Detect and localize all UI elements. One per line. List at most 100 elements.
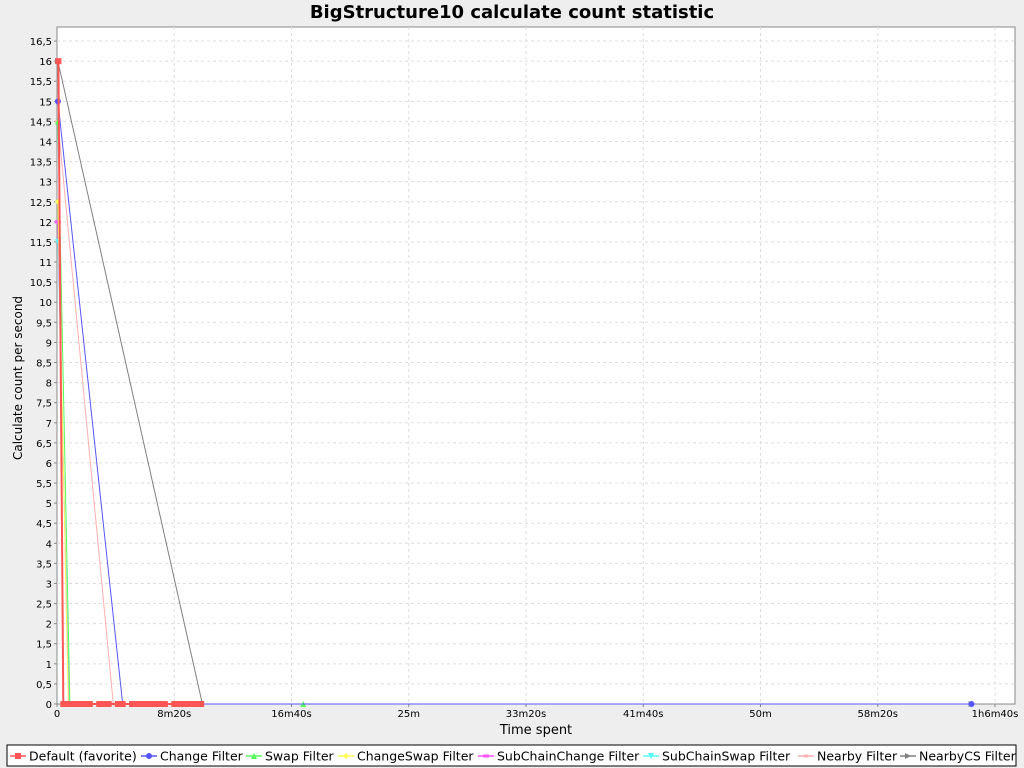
data-point bbox=[100, 701, 107, 707]
y-tick-label: 6 bbox=[46, 459, 52, 470]
y-tick-label: 13,5 bbox=[30, 158, 52, 169]
legend-swatch-marker bbox=[343, 753, 349, 759]
legend-item: NearbyCS Filter bbox=[900, 749, 1017, 764]
data-point bbox=[161, 701, 168, 707]
legend-item: SubChainSwap Filter bbox=[643, 749, 791, 764]
y-tick-label: 8 bbox=[46, 379, 52, 390]
legend-swatch-marker bbox=[905, 753, 911, 759]
y-tick-label: 9,5 bbox=[36, 318, 52, 329]
y-tick-label: 1 bbox=[46, 660, 52, 671]
legend-swatch-marker bbox=[15, 753, 21, 759]
series-lines bbox=[54, 58, 975, 707]
y-tick-label: 12,5 bbox=[30, 198, 52, 209]
data-point bbox=[55, 58, 62, 65]
data-point bbox=[968, 701, 975, 707]
y-tick-label: 5,5 bbox=[36, 479, 52, 490]
series-line bbox=[57, 121, 114, 705]
legend-swatch-marker bbox=[146, 753, 152, 759]
data-point bbox=[96, 701, 103, 707]
data-point bbox=[82, 701, 89, 707]
y-tick-label: 3,5 bbox=[36, 559, 52, 570]
legend-label: SubChainChange Filter bbox=[497, 749, 640, 764]
y-tick-label: 12 bbox=[39, 218, 52, 229]
y-tick-label: 7 bbox=[46, 419, 52, 430]
legend-swatch-marker bbox=[803, 754, 809, 758]
y-tick-label: 8,5 bbox=[36, 358, 52, 369]
data-point bbox=[133, 701, 140, 707]
grid bbox=[57, 27, 1015, 704]
legend-item: Nearby Filter bbox=[798, 749, 898, 764]
data-point bbox=[72, 701, 79, 707]
data-point bbox=[147, 701, 154, 707]
y-tick-label: 10,5 bbox=[30, 278, 52, 289]
y-tick-label: 4 bbox=[46, 539, 52, 550]
legend-label: Nearby Filter bbox=[817, 749, 898, 764]
y-tick-label: 5 bbox=[46, 499, 52, 510]
legend-label: Default (favorite) bbox=[29, 749, 137, 764]
y-tick-label: 9 bbox=[46, 338, 52, 349]
data-point bbox=[152, 701, 159, 707]
x-tick-label: 58m20s bbox=[858, 709, 898, 720]
y-tick-label: 11 bbox=[39, 258, 52, 269]
legend-item: Change Filter bbox=[141, 749, 244, 764]
y-tick-label: 16,5 bbox=[30, 37, 52, 48]
y-tick-label: 1,5 bbox=[36, 640, 52, 651]
legend-item: SubChainChange Filter bbox=[478, 749, 640, 764]
plot-area bbox=[56, 26, 1016, 705]
legend-label: SubChainSwap Filter bbox=[662, 749, 791, 764]
y-tick-label: 0,5 bbox=[36, 680, 52, 691]
legend-swatch-marker bbox=[251, 753, 257, 759]
data-point bbox=[194, 701, 201, 707]
data-point bbox=[171, 701, 178, 707]
x-tick-label: 0 bbox=[54, 709, 60, 720]
y-tick-label: 13 bbox=[39, 178, 52, 189]
legend-swatch-marker bbox=[648, 753, 654, 759]
data-point bbox=[63, 701, 70, 707]
y-tick-label: 10 bbox=[39, 298, 52, 309]
y-axis-label: Calculate count per second bbox=[11, 296, 25, 460]
y-tick-label: 3 bbox=[46, 579, 52, 590]
data-point bbox=[157, 701, 164, 707]
data-point bbox=[129, 701, 136, 707]
legend-swatch-marker bbox=[483, 754, 489, 758]
x-tick-label: 16m40s bbox=[271, 709, 311, 720]
y-tick-label: 14 bbox=[39, 138, 52, 149]
y-tick-label: 6,5 bbox=[36, 439, 52, 450]
data-point bbox=[105, 701, 112, 707]
data-point bbox=[114, 701, 121, 707]
legend: Default (favorite) Change Filter Swap Filt… bbox=[10, 749, 1017, 764]
series-0 bbox=[55, 58, 205, 707]
data-point bbox=[143, 701, 150, 707]
y-tick-label: 16 bbox=[39, 57, 52, 68]
legend-label: Change Filter bbox=[160, 749, 244, 764]
data-point bbox=[190, 701, 197, 707]
legend-box bbox=[6, 744, 1017, 767]
x-tick-label: 33m20s bbox=[506, 709, 546, 720]
x-tick-label: 8m20s bbox=[157, 709, 191, 720]
y-tick-label: 7,5 bbox=[36, 399, 52, 410]
legend-label: NearbyCS Filter bbox=[919, 749, 1017, 764]
data-point bbox=[119, 701, 126, 707]
x-axis-label: Time spent bbox=[499, 723, 572, 738]
y-tick-label: 2 bbox=[46, 620, 52, 631]
x-tick-label: 1h6m40s bbox=[972, 709, 1019, 720]
legend-label: Swap Filter bbox=[265, 749, 335, 764]
y-tick-label: 4,5 bbox=[36, 519, 52, 530]
y-tick-label: 15,5 bbox=[30, 77, 52, 88]
data-point bbox=[138, 701, 145, 707]
y-tick-label: 15 bbox=[39, 97, 52, 108]
y-tick-label: 14,5 bbox=[30, 117, 52, 128]
data-point bbox=[175, 701, 182, 707]
data-point bbox=[60, 701, 67, 707]
legend-item: Swap Filter bbox=[246, 749, 335, 764]
data-point bbox=[86, 701, 93, 707]
data-point bbox=[77, 701, 84, 707]
data-point bbox=[185, 701, 192, 707]
legend-label: ChangeSwap Filter bbox=[357, 749, 474, 764]
data-point bbox=[180, 701, 187, 707]
y-tick-label: 11,5 bbox=[30, 238, 52, 249]
legend-item: ChangeSwap Filter bbox=[338, 749, 474, 764]
x-tick-label: 25m bbox=[398, 709, 420, 720]
data-point bbox=[198, 701, 205, 707]
